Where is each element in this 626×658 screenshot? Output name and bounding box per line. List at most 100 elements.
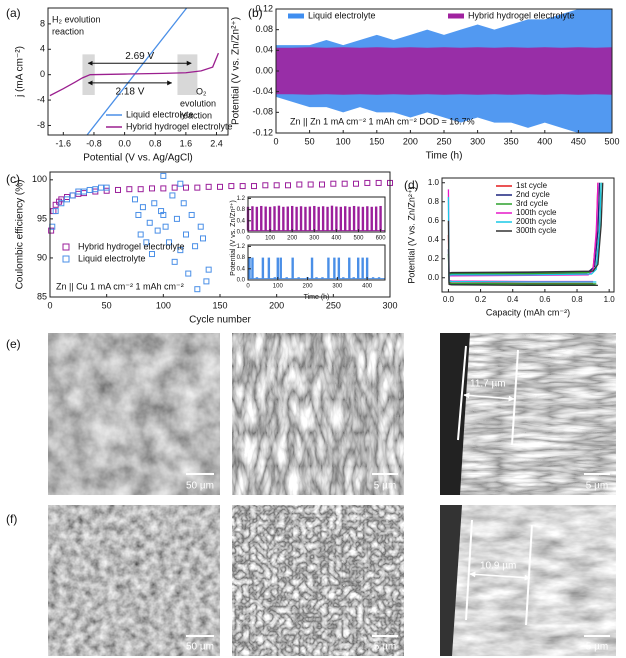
data-point bbox=[151, 200, 158, 207]
x-tick-label: 300 bbox=[382, 300, 397, 310]
data-point bbox=[69, 192, 76, 199]
annotation: evolution bbox=[180, 98, 216, 108]
y-tick-label: 1.2 bbox=[237, 196, 246, 202]
x-tick-label: 0 bbox=[273, 136, 278, 146]
x-tick-label: 0 bbox=[47, 300, 52, 310]
legend-label: Hybrid hydrogel electrolyte bbox=[126, 121, 233, 131]
data-point bbox=[251, 183, 257, 190]
y-tick-label: 0.6 bbox=[428, 216, 440, 225]
y-tick-label: 95 bbox=[37, 213, 47, 223]
x-tick-label: 0.4 bbox=[507, 295, 519, 304]
y-tick-label: 0.08 bbox=[255, 24, 273, 34]
data-point bbox=[143, 239, 150, 246]
data-point bbox=[98, 184, 104, 191]
data-point bbox=[86, 186, 93, 193]
x-tick-label: 0.8 bbox=[149, 138, 162, 148]
x-tick-label: 200 bbox=[403, 136, 418, 146]
plot-area bbox=[248, 197, 385, 232]
x-tick-label: 0.0 bbox=[443, 295, 455, 304]
panel-label: (d) bbox=[404, 178, 419, 192]
data-point bbox=[375, 179, 382, 186]
panel-label: (f) bbox=[6, 512, 17, 526]
legend-label: 2nd cycle bbox=[516, 190, 550, 199]
data-point bbox=[205, 266, 212, 273]
data-point bbox=[154, 227, 161, 234]
x-tick-label: 200 bbox=[287, 236, 298, 242]
sem-image: 11.7 µm 5 µm bbox=[440, 333, 616, 495]
data-point bbox=[52, 208, 59, 215]
data-point bbox=[171, 184, 178, 191]
y-tick-label: 0.0 bbox=[428, 273, 440, 282]
legend-label: 300th cycle bbox=[516, 226, 557, 235]
legend-marker bbox=[62, 243, 70, 251]
data-point bbox=[81, 188, 87, 195]
x-tick-label: 400 bbox=[362, 284, 373, 290]
panel-label: (c) bbox=[6, 172, 20, 186]
data-point bbox=[75, 188, 82, 195]
data-point bbox=[364, 179, 371, 186]
y-tick-label: 0 bbox=[40, 69, 45, 79]
data-point bbox=[183, 184, 189, 191]
sem-image: 5 µm bbox=[232, 505, 404, 656]
panel-label: (a) bbox=[6, 6, 21, 20]
data-point bbox=[169, 192, 176, 199]
y-tick-label: 8 bbox=[40, 18, 45, 28]
x-tick-label: 100 bbox=[273, 284, 284, 290]
y-axis-label: Potential (V vs. Zn/Zn²⁺) bbox=[230, 200, 237, 276]
y-tick-label: -8 bbox=[37, 120, 45, 130]
data-point bbox=[192, 243, 199, 250]
x-tick-label: 450 bbox=[571, 136, 586, 146]
y-tick-label: -0.08 bbox=[252, 107, 273, 117]
data-point bbox=[200, 235, 206, 242]
data-point bbox=[166, 239, 172, 246]
x-tick-label: 300 bbox=[332, 284, 343, 290]
x-axis-label: Cycle number bbox=[189, 315, 251, 326]
sem-image: 50 µm bbox=[48, 505, 220, 656]
annotation: O₂ bbox=[196, 86, 207, 96]
x-tick-label: 0.2 bbox=[475, 295, 487, 304]
data-point bbox=[48, 227, 55, 234]
x-tick-label: 50 bbox=[102, 300, 112, 310]
data-point bbox=[194, 184, 201, 191]
voltage-envelope bbox=[276, 47, 612, 71]
data-point bbox=[146, 219, 153, 226]
x-tick-label: 0.6 bbox=[539, 295, 551, 304]
data-line bbox=[86, 7, 188, 136]
y-tick-label: 0.8 bbox=[237, 207, 246, 213]
legend-label: Liquid electrolyte bbox=[308, 10, 376, 20]
scale-bar-label: 5 µm bbox=[374, 642, 396, 653]
x-tick-label: 0 bbox=[246, 284, 250, 290]
x-tick-label: 100 bbox=[336, 136, 351, 146]
sem-image: 10.9 µm 5 µm bbox=[440, 505, 616, 656]
thickness-label: 11.7 µm bbox=[470, 379, 506, 390]
data-point bbox=[92, 186, 99, 193]
legend-label: Hybrid hydrogel electrolyte bbox=[78, 241, 185, 251]
data-point bbox=[139, 204, 146, 211]
data-line bbox=[49, 52, 220, 97]
data-point bbox=[330, 180, 337, 187]
annotation: Zn || Zn 1 mA cm⁻² 1 mAh cm⁻² DOD ≈ 16.7… bbox=[290, 116, 475, 126]
y-tick-label: 0.2 bbox=[428, 254, 440, 263]
data-point bbox=[58, 200, 65, 207]
x-tick-label: 350 bbox=[504, 136, 519, 146]
x-tick-label: 400 bbox=[331, 236, 342, 242]
data-point bbox=[177, 180, 184, 187]
scale-bar-label: 5 µm bbox=[586, 642, 608, 653]
data-point bbox=[296, 181, 303, 188]
highlight-region bbox=[177, 54, 198, 95]
data-point bbox=[137, 231, 144, 238]
y-tick-label: -0.12 bbox=[252, 127, 273, 137]
data-point bbox=[160, 185, 167, 192]
data-point bbox=[149, 185, 155, 192]
x-tick-label: 1.6 bbox=[180, 138, 193, 148]
data-point bbox=[171, 258, 178, 265]
x-tick-label: 200 bbox=[303, 284, 314, 290]
legend-label: 100th cycle bbox=[516, 208, 557, 217]
sem-image: 50 µm bbox=[48, 333, 220, 495]
data-point bbox=[115, 186, 121, 193]
y-axis-label: Potential (V vs. Zn/Zn²⁺) bbox=[231, 17, 242, 125]
legend-label: 200th cycle bbox=[516, 217, 557, 226]
panel-label: (e) bbox=[6, 337, 21, 351]
data-point bbox=[185, 270, 192, 277]
x-tick-label: 500 bbox=[353, 236, 364, 242]
